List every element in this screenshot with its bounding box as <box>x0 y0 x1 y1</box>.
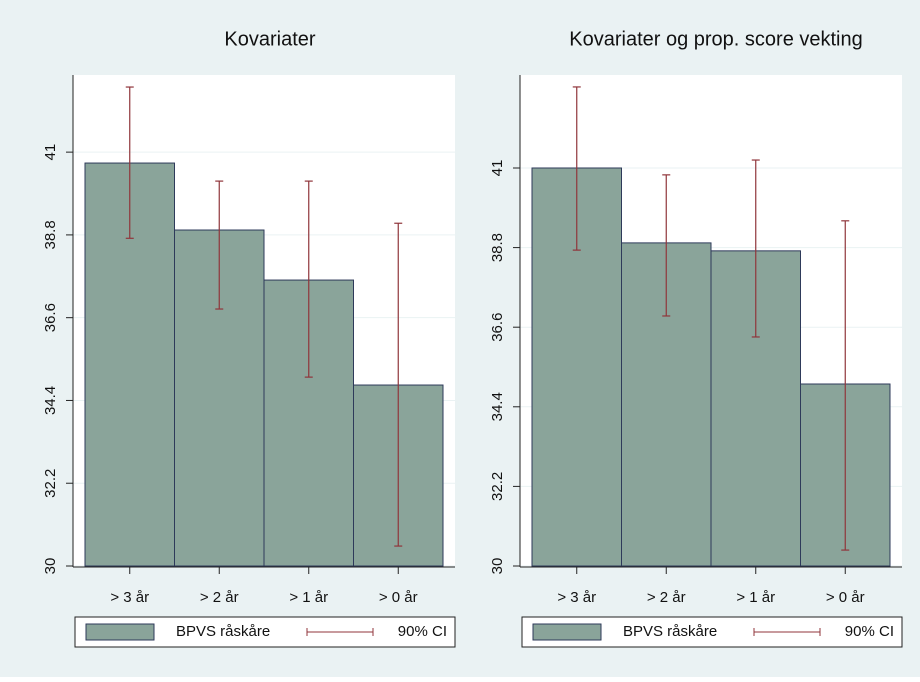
error-bar <box>751 159 760 338</box>
x-tick-label: > 2 år <box>200 589 239 606</box>
legend-label: 90% CI <box>845 623 894 640</box>
y-tick-label: 30 <box>489 558 506 575</box>
legend-swatch <box>85 623 155 641</box>
x-tick-label: > 3 år <box>557 589 596 606</box>
x-tick-label: > 1 år <box>289 589 328 606</box>
legend-label: 90% CI <box>398 623 447 640</box>
legend-label: BPVS råskåre <box>623 623 717 640</box>
legend-swatch <box>532 623 602 641</box>
y-tick-label: 32.2 <box>489 472 506 501</box>
error-bar <box>841 220 850 551</box>
legend-label: BPVS råskåre <box>176 623 270 640</box>
y-tick-label: 32.2 <box>42 469 59 498</box>
error-bar <box>662 174 671 317</box>
error-bar <box>304 180 313 378</box>
y-tick-label: 34.4 <box>489 392 506 421</box>
y-tick-label: 36.6 <box>42 303 59 332</box>
chart-title: Kovariater og prop. score vekting <box>569 28 863 50</box>
y-tick-label: 41 <box>489 160 506 177</box>
chart-title: Kovariater <box>224 28 315 50</box>
y-tick-label: 38.8 <box>42 220 59 249</box>
error-bar <box>394 222 403 547</box>
y-tick-label: 38.8 <box>489 233 506 262</box>
x-tick-label: > 2 år <box>647 589 686 606</box>
error-bar <box>125 86 134 239</box>
x-tick-label: > 0 år <box>826 589 865 606</box>
y-tick-label: 34.4 <box>42 386 59 415</box>
x-tick-label: > 0 år <box>379 589 418 606</box>
error-bar <box>572 86 581 251</box>
y-tick-label: 36.6 <box>489 313 506 342</box>
x-tick-label: > 3 år <box>110 589 149 606</box>
x-tick-label: > 1 år <box>736 589 775 606</box>
y-tick-label: 41 <box>42 144 59 161</box>
error-bar <box>215 180 224 310</box>
y-tick-label: 30 <box>42 558 59 575</box>
